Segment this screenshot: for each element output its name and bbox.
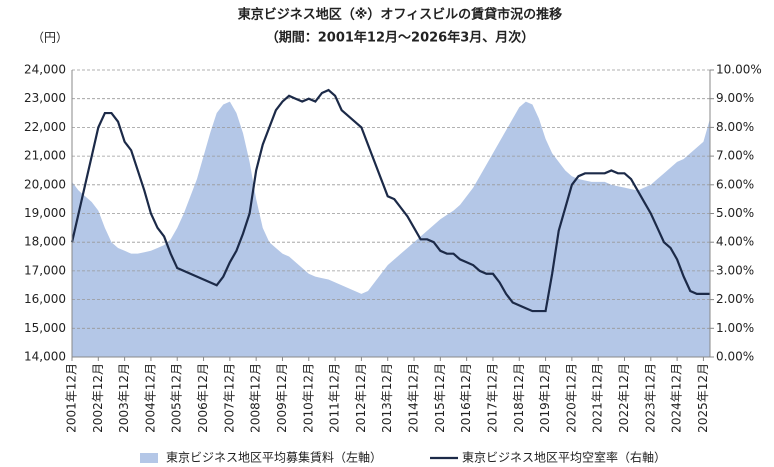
y2-tick-label: 8.00% — [716, 120, 754, 134]
y-tick-label: 19,000 — [24, 206, 66, 220]
y2-tick-label: 9.00% — [716, 91, 754, 105]
x-tick-label: 2005年12月 — [170, 363, 184, 433]
line — [70, 88, 710, 313]
chart-title: 東京ビジネス地区（※）オフィスビルの賃貸市況の推移 — [238, 7, 562, 23]
x-tick-label: 2018年12月 — [512, 363, 526, 433]
y2-tick-label: 3.00% — [716, 263, 754, 277]
x-tick-label: 2013年12月 — [380, 363, 394, 433]
x-tick-label: 2006年12月 — [196, 363, 210, 433]
y-tick-label: 23,000 — [24, 91, 66, 105]
legend-label: 東京ビジネス地区平均空室率（右軸） — [462, 450, 666, 465]
x-tick-label: 2010年12月 — [301, 363, 315, 433]
x-tick-label: 2017年12月 — [485, 363, 499, 433]
y-axis-unit: （円） — [32, 31, 68, 45]
y2-tick-label: 7.00% — [716, 149, 754, 163]
y2-tick-label: 2.00% — [716, 292, 754, 306]
y2-tick-label: 6.00% — [716, 177, 754, 191]
x-tick-label: 2021年12月 — [591, 363, 605, 433]
y2-tick-label: 4.00% — [716, 235, 754, 249]
legend-label: 東京ビジネス地区平均募集賃料（左軸） — [166, 450, 382, 465]
y2-tick-label: 5.00% — [716, 206, 754, 220]
y-tick-label: 24,000 — [24, 63, 66, 77]
x-tick-label: 2002年12月 — [91, 363, 105, 433]
x-tick-label: 2023年12月 — [643, 363, 657, 433]
x-tick-label: 2011年12月 — [328, 363, 342, 433]
y-tick-label: 14,000 — [24, 350, 66, 364]
area — [72, 101, 710, 357]
y-tick-label: 16,000 — [24, 292, 66, 306]
y-tick-label: 15,000 — [24, 321, 66, 335]
legend-swatch — [140, 453, 158, 463]
x-tick-label: 2008年12月 — [249, 363, 263, 433]
y2-tick-label: 0.00% — [716, 350, 754, 364]
y-tick-label: 20,000 — [24, 177, 66, 191]
x-tick-label: 2024年12月 — [670, 363, 684, 433]
y-tick-label: 22,000 — [24, 120, 66, 134]
y-tick-label: 21,000 — [24, 149, 66, 163]
y2-tick-label: 10.00% — [716, 63, 762, 77]
x-tick-label: 2020年12月 — [564, 363, 578, 433]
x-tick-label: 2012年12月 — [354, 363, 368, 433]
x-tick-label: 2001年12月 — [65, 363, 79, 433]
x-tick-label: 2019年12月 — [538, 363, 552, 433]
x-tick-label: 2016年12月 — [459, 363, 473, 433]
chart-subtitle: （期間：2001年12月～2026年3月、月次） — [266, 30, 535, 46]
x-tick-label: 2015年12月 — [433, 363, 447, 433]
y2-tick-label: 1.00% — [716, 321, 754, 335]
x-tick-label: 2009年12月 — [275, 363, 289, 433]
x-tick-label: 2003年12月 — [117, 363, 131, 433]
x-tick-label: 2022年12月 — [617, 363, 631, 433]
x-tick-label: 2007年12月 — [222, 363, 236, 433]
y-tick-label: 17,000 — [24, 263, 66, 277]
x-tick-label: 2025年12月 — [696, 363, 710, 433]
y-tick-label: 18,000 — [24, 235, 66, 249]
x-tick-label: 2004年12月 — [143, 363, 157, 433]
x-tick-label: 2014年12月 — [407, 363, 421, 433]
